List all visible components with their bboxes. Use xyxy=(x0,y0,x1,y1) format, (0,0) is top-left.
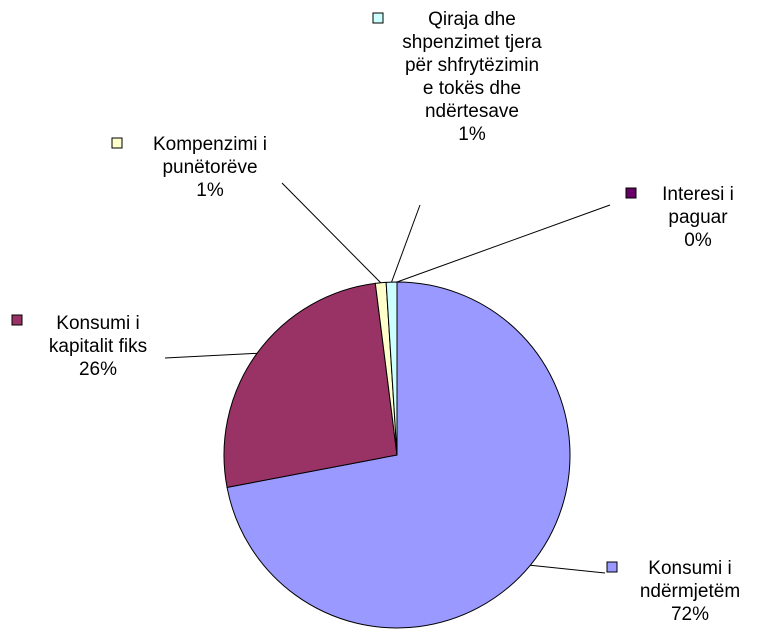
slice-label: Konsumi i ndërmjetëm 72% xyxy=(628,557,753,626)
category-label: Interesi i paguar xyxy=(662,184,734,228)
leader-line xyxy=(530,564,606,574)
category-label: Qiraja dhe shpenzimet tjera për shfrytëz… xyxy=(402,9,542,122)
slice-label: Konsumi i kapitalit fiks 26% xyxy=(28,312,168,381)
value-label: 0% xyxy=(684,230,712,251)
leader-line xyxy=(391,204,421,283)
leader-line xyxy=(281,182,382,284)
legend-marker xyxy=(372,12,384,24)
category-label: Konsumi i ndërmjetëm xyxy=(639,558,741,602)
slice-label: Interesi i paguar 0% xyxy=(651,183,746,252)
legend-marker xyxy=(625,187,637,199)
value-label: 1% xyxy=(196,180,224,201)
legend-marker xyxy=(11,314,23,326)
slice-label: Kompenzimi i punëtorëve 1% xyxy=(138,133,283,202)
pie-slice xyxy=(223,282,398,489)
legend-marker xyxy=(606,561,618,573)
value-label: 72% xyxy=(670,604,710,625)
value-label: 1% xyxy=(458,124,486,145)
leader-line xyxy=(164,352,258,359)
pie-slice xyxy=(226,281,571,629)
legend-marker xyxy=(111,137,123,149)
slice-label: Qiraja dhe shpenzimet tjera për shfrytëz… xyxy=(402,8,542,146)
category-label: Kompenzimi i punëtorëve xyxy=(152,134,268,178)
category-label: Konsumi i kapitalit fiks xyxy=(48,313,148,357)
value-label: 26% xyxy=(78,359,118,380)
leader-line xyxy=(396,204,611,283)
